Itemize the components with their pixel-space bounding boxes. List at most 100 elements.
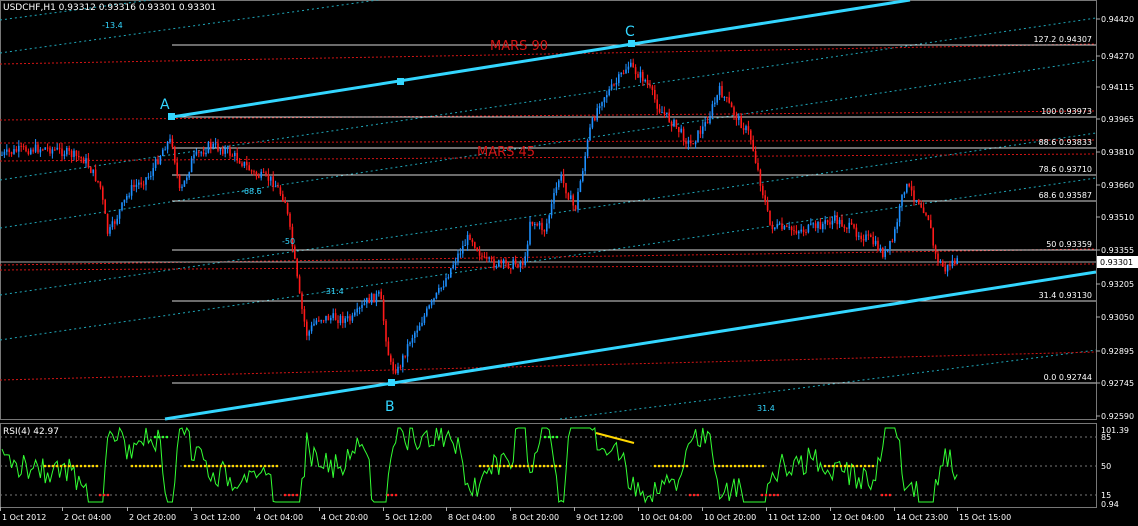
candle-body <box>126 196 128 200</box>
candle-body <box>810 223 812 225</box>
rsi-dot <box>235 464 239 468</box>
candle-body <box>466 234 469 246</box>
rsi-oversold-dot <box>692 493 696 497</box>
candle-body <box>104 199 106 214</box>
candle-body <box>637 74 639 78</box>
candle-body <box>529 221 531 245</box>
rsi-overbought-dot <box>551 435 555 439</box>
current-price-label: 0.93301 <box>1100 258 1133 267</box>
time-axis-label: 11 Oct 12:00 <box>768 513 820 522</box>
candle-body <box>850 222 853 225</box>
candle-body <box>82 158 85 164</box>
fibonacci-levels[interactable]: 127.2 0.94307 100 0.93973 88.6 0.93833 78.6… <box>0 35 1096 384</box>
candle-body <box>18 145 20 152</box>
rsi-oversold-dot <box>106 493 110 497</box>
candle-body <box>747 126 750 131</box>
candle-body <box>217 143 219 151</box>
price-axis-label: 0.94420 <box>1101 15 1134 24</box>
rsi-dot <box>211 464 215 468</box>
rsi-overbought-dot <box>165 435 169 439</box>
candle-body <box>910 186 913 191</box>
candle-body <box>392 361 394 370</box>
candle-body <box>930 220 932 229</box>
candle-body <box>207 142 210 153</box>
time-axis-label: 8 Oct 20:00 <box>512 513 559 522</box>
rsi-dot <box>855 464 859 468</box>
candle-body <box>284 201 286 204</box>
candle-body <box>202 152 205 155</box>
rsi-dot <box>142 464 146 468</box>
candle-body <box>555 187 558 193</box>
rsi-dot <box>733 464 737 468</box>
fib-level-label: 31.4 0.93130 <box>1039 291 1092 300</box>
rsi-dot <box>239 464 243 468</box>
candle-body <box>817 221 819 229</box>
candle-body <box>56 147 58 150</box>
candle-body <box>939 261 942 263</box>
candle-body <box>572 195 574 206</box>
candle-body <box>135 184 138 187</box>
rsi-dot <box>223 464 227 468</box>
candle-body <box>798 231 800 234</box>
rsi-dot <box>478 464 482 468</box>
candle-body <box>10 152 13 154</box>
candle-body <box>298 276 301 294</box>
rsi-dot <box>713 464 717 468</box>
candle-body <box>70 150 73 158</box>
rsi-dot <box>665 464 669 468</box>
rsi-dot <box>657 464 661 468</box>
candle-body <box>526 244 529 257</box>
candle-body <box>723 96 726 98</box>
candle-body <box>164 149 166 151</box>
candlesticks <box>1 58 958 375</box>
candle-body <box>783 225 786 230</box>
candle-body <box>536 223 538 226</box>
fib-level-label: 100 0.93973 <box>1041 107 1092 116</box>
candle-body <box>3 151 6 155</box>
candle-body <box>778 223 781 225</box>
rsi-dot <box>871 464 875 468</box>
candle-body <box>865 234 867 241</box>
rsi-title: RSI(4) 42.97 <box>3 427 59 437</box>
candle-body <box>596 108 598 121</box>
candle-body <box>862 238 865 241</box>
candle-body <box>63 154 66 157</box>
candle-body <box>927 215 930 221</box>
candle-body <box>212 143 214 148</box>
candle-body <box>130 185 133 196</box>
candle-body <box>639 71 642 78</box>
candle-body <box>606 94 608 98</box>
candle-body <box>699 130 702 134</box>
candle-body <box>94 169 97 181</box>
candle-body <box>692 143 694 145</box>
candle-body <box>121 202 123 211</box>
candle-body <box>754 151 757 163</box>
candle-body <box>109 227 111 234</box>
channel-lines[interactable] <box>164 0 1097 421</box>
candle-body <box>226 147 229 149</box>
candle-body <box>315 320 318 324</box>
rsi-overbought-dot <box>161 435 165 439</box>
candle-body <box>169 138 171 143</box>
candle-body <box>42 149 44 151</box>
candle-body <box>13 149 15 154</box>
candle-body <box>951 260 954 267</box>
rsi-dot <box>502 464 506 468</box>
candle-body <box>642 71 644 82</box>
candle-body <box>752 139 754 152</box>
candle-body <box>118 210 121 219</box>
candle-body <box>872 236 874 245</box>
rsi-dot <box>275 464 279 468</box>
candle-body <box>771 224 774 230</box>
rsi-dot <box>251 464 255 468</box>
price-axis-label: 0.93965 <box>1101 115 1134 124</box>
current-price-box <box>1097 256 1138 268</box>
candle-body <box>66 147 68 155</box>
candle-body <box>402 355 404 367</box>
candle-body <box>306 321 308 336</box>
candle-body <box>404 355 406 357</box>
candle-body <box>894 229 896 242</box>
candle-body <box>507 263 510 269</box>
